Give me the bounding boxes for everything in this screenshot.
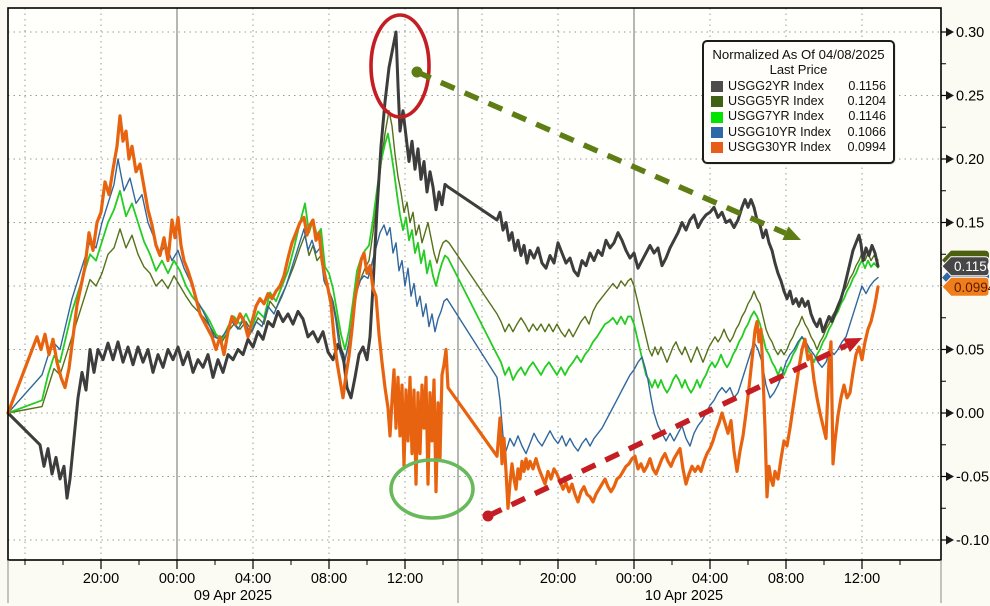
y-tick-label: 0.15 bbox=[956, 216, 984, 232]
annotation-olive-arrow-head bbox=[782, 226, 801, 241]
y-tick-arrow-icon bbox=[946, 345, 954, 354]
y-tick-arrow-icon bbox=[946, 472, 954, 481]
legend-row-usgg30yr: USGG30YR Index 0.0994 bbox=[711, 140, 886, 155]
legend-box: Normalized As Of 04/08/2025 Last Price U… bbox=[702, 40, 895, 164]
y-tick-arrow-icon bbox=[946, 154, 954, 164]
x-tick-label: 08:00 bbox=[311, 571, 347, 587]
y-tick-label: 0.20 bbox=[956, 152, 984, 168]
annotation-red-arrow-head bbox=[843, 338, 862, 353]
legend-swatch-usgg7yr bbox=[711, 111, 723, 123]
x-tick-label: 04:00 bbox=[692, 571, 728, 587]
y-tick-arrow-icon bbox=[946, 27, 954, 37]
series-line-usgg2yr bbox=[6, 30, 880, 500]
x-tick-label: 20:00 bbox=[540, 571, 576, 587]
legend-label: USGG5YR Index bbox=[728, 94, 824, 109]
y-tick-label: 0.05 bbox=[956, 343, 984, 359]
y-tick-label: 0.00 bbox=[956, 406, 984, 422]
last-price-tag-0.1156-text: 0.1156 bbox=[954, 259, 990, 274]
y-tick-label: -0.05 bbox=[956, 470, 989, 486]
legend-value: 0.1156 bbox=[848, 78, 886, 93]
x-tick-label: 04:00 bbox=[235, 571, 271, 587]
legend-subtitle: Last Price bbox=[769, 62, 828, 78]
legend-row-usgg2yr: USGG2YR Index 0.1156 bbox=[711, 79, 886, 94]
x-tick-label: 12:00 bbox=[844, 571, 880, 587]
x-tick-label: 00:00 bbox=[159, 571, 195, 587]
plot-frame bbox=[7, 7, 942, 561]
legend-value: 0.1146 bbox=[848, 109, 886, 124]
annotation-red-arrow-dot bbox=[482, 510, 494, 522]
y-tick-label: 0.30 bbox=[956, 25, 984, 41]
legend-value: 0.1066 bbox=[847, 124, 886, 139]
legend-label: USGG7YR Index bbox=[728, 109, 824, 124]
legend-swatch-usgg10yr bbox=[711, 127, 723, 139]
legend-swatch-usgg2yr bbox=[711, 80, 723, 92]
legend-title: Normalized As Of 04/08/2025 bbox=[712, 47, 885, 62]
x-tick-label: 00:00 bbox=[616, 571, 652, 587]
legend-value: 0.1204 bbox=[847, 94, 886, 109]
y-tick-arrow-icon bbox=[946, 218, 954, 227]
legend-label: USGG10YR Index bbox=[728, 124, 831, 139]
date-label: 09 Apr 2025 bbox=[194, 588, 272, 604]
x-tick-label: 08:00 bbox=[768, 571, 804, 587]
annotation-red-ellipse bbox=[369, 13, 431, 119]
x-tick-label: 20:00 bbox=[83, 571, 119, 587]
series-line-usgg7yr bbox=[7, 132, 879, 414]
legend-row-usgg10yr: USGG10YR Index 0.1066 bbox=[711, 125, 886, 140]
legend-row-usgg5yr: USGG5YR Index 0.1204 bbox=[711, 94, 886, 109]
last-price-tag-0.0994-text: 0.0994 bbox=[954, 280, 990, 295]
legend-label: USGG30YR Index bbox=[728, 140, 831, 155]
last-price-tag-0.1156 bbox=[941, 256, 990, 277]
annotation-olive-arrow-dot bbox=[411, 66, 423, 78]
legend-swatch-usgg5yr bbox=[711, 96, 723, 108]
y-tick-arrow-icon bbox=[946, 535, 954, 545]
annotation-green-ellipse bbox=[389, 458, 475, 520]
y-tick-arrow-icon bbox=[946, 408, 954, 418]
y-tick-label: -0.10 bbox=[956, 533, 989, 549]
legend-value: 0.0994 bbox=[847, 140, 886, 155]
legend-label: USGG2YR Index bbox=[728, 78, 824, 93]
legend-row-usgg7yr: USGG7YR Index 0.1146 bbox=[711, 109, 886, 124]
legend-swatch-usgg30yr bbox=[711, 142, 723, 154]
annotation-red-arrow-shaft bbox=[486, 342, 848, 519]
y-tick-arrow-icon bbox=[946, 91, 954, 100]
date-label: 10 Apr 2025 bbox=[645, 588, 723, 604]
y-tick-label: 0.25 bbox=[956, 89, 984, 105]
last-price-tag-0.0994 bbox=[941, 276, 990, 297]
x-tick-label: 12:00 bbox=[387, 571, 423, 587]
series-line-usgg30yr bbox=[6, 114, 880, 510]
